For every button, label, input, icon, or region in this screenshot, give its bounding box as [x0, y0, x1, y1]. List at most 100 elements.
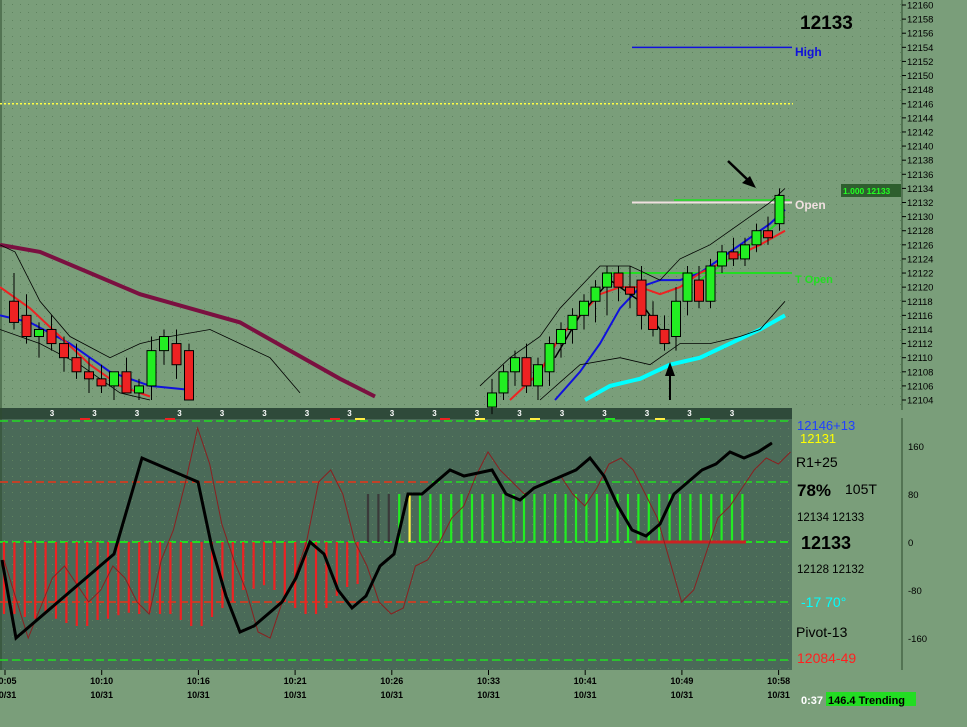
rp-pivot: Pivot-13 — [796, 624, 848, 640]
bar-count-label: 3 — [305, 409, 310, 418]
rp-big-price: 12133 — [801, 533, 851, 553]
candle-body — [487, 392, 497, 408]
price-axis-tick-label: 12112 — [907, 339, 933, 350]
candle-body — [9, 300, 19, 323]
candle-body — [498, 371, 509, 394]
high-label: High — [795, 45, 822, 59]
time-axis-date: 10/31 — [767, 690, 790, 700]
candle-body — [763, 230, 773, 239]
candle-body — [602, 272, 612, 288]
candle-body — [751, 230, 762, 246]
rp-pivot-price: 12084-49 — [797, 650, 856, 666]
price-axis-tick-label: 12106 — [907, 381, 933, 392]
rp-pair2: 12128 12132 — [797, 564, 864, 576]
candle-body — [590, 286, 601, 302]
price-axis-tick-label: 12128 — [907, 226, 933, 237]
price-axis-tick-label: 12150 — [907, 71, 933, 82]
candle-body — [21, 314, 32, 338]
rp-pct: 78% — [797, 481, 831, 500]
candle-body — [659, 328, 670, 345]
oscillator-axis-tick-label: -160 — [908, 634, 927, 645]
price-axis-tick-label: 12142 — [907, 127, 933, 138]
bar-label-strip — [0, 408, 792, 419]
candle-body — [544, 343, 555, 373]
rp-pair1: 12134 12133 — [797, 512, 864, 524]
candle-body — [648, 314, 658, 330]
bar-count-label: 3 — [517, 409, 522, 418]
price-axis-tick-label: 12126 — [907, 240, 933, 251]
candle-body — [46, 328, 57, 345]
price-axis-tick-label: 12136 — [907, 170, 933, 181]
time-axis-date: 10/31 — [90, 690, 113, 700]
candle-body — [728, 251, 739, 260]
time-axis-date: 10/31 — [381, 690, 404, 700]
status-timer: 0:37 — [801, 695, 823, 707]
last-price-header: 12133 — [800, 13, 853, 34]
candle-body — [705, 265, 716, 302]
price-axis-tick-label: 12114 — [907, 325, 933, 336]
price-axis-tick-label: 12116 — [907, 311, 933, 322]
candle-body — [134, 385, 144, 394]
time-axis-date: 10/31 — [671, 690, 694, 700]
candle-body — [694, 279, 704, 302]
bar-count-label: 3 — [645, 409, 650, 418]
time-axis-date: 10/31 — [187, 690, 210, 700]
moving-average-maroon — [0, 242, 376, 399]
candle-body — [521, 357, 532, 387]
candle-body — [184, 350, 194, 401]
price-axis-tick-label: 12124 — [907, 254, 933, 265]
price-axis-tick-label: 12156 — [907, 29, 933, 40]
oscillator-axis-tick-label: -80 — [908, 586, 922, 597]
candle-body — [171, 343, 182, 366]
time-axis-time: 10:41 — [574, 676, 597, 686]
bar-count-label: 3 — [390, 409, 395, 418]
time-axis-time: 10:10 — [90, 676, 113, 686]
time-axis-time: 10:21 — [284, 676, 307, 686]
time-axis-date: 10/31 — [574, 690, 597, 700]
candle-body — [625, 286, 635, 295]
price-axis-tick-label: 12138 — [907, 156, 933, 167]
price-axis-tick-label: 12118 — [907, 297, 933, 308]
rp-line1: 12146+13 — [797, 418, 855, 433]
status-state-bg — [826, 692, 916, 706]
price-axis-tick-label: 12144 — [907, 113, 933, 124]
candle-body — [682, 272, 693, 302]
bar-count-label: 3 — [262, 409, 267, 418]
price-axis-tick-label: 12152 — [907, 57, 933, 68]
price-axis-tick-label: 12130 — [907, 212, 933, 223]
bar-count-label: 3 — [687, 409, 692, 418]
candle-body — [159, 336, 169, 352]
band-lower-right — [539, 301, 786, 401]
price-pane-dotgrid — [0, 0, 902, 410]
time-axis-time: 10:33 — [477, 676, 500, 686]
bar-count-label: 3 — [475, 409, 480, 418]
time-axis-date: 10/31 — [477, 690, 500, 700]
oscillator-axis-tick-label: 0 — [908, 538, 913, 549]
time-axis-time: 10:26 — [380, 676, 403, 686]
candle-body — [121, 371, 132, 394]
bar-count-label: 3 — [50, 409, 55, 418]
price-axis-tick-label: 12160 — [907, 1, 933, 12]
down-arrow-icon — [727, 160, 756, 188]
candle-body — [34, 328, 44, 338]
open-label: Open — [795, 198, 826, 212]
candle-body — [740, 244, 750, 260]
candle-body — [84, 371, 94, 380]
oscillator-axis-tick-label: 80 — [908, 490, 919, 501]
bar-count-label: 3 — [602, 409, 607, 418]
bar-count-label: 3 — [347, 409, 352, 418]
price-axis-tick-label: 12108 — [907, 367, 933, 378]
bar-count-label: 3 — [220, 409, 225, 418]
rp-line2: 12131 — [800, 431, 836, 446]
price-axis-tick-label: 12110 — [907, 353, 933, 364]
oscillator-right-panel — [792, 418, 902, 670]
candle-body — [671, 300, 681, 338]
bar-count-label: 3 — [730, 409, 735, 418]
price-axis-tick-label: 12120 — [907, 283, 933, 294]
price-axis-tick-label: 12104 — [907, 396, 933, 407]
bar-count-label: 3 — [135, 409, 140, 418]
bar-count-label: 3 — [177, 409, 182, 418]
candle-body — [510, 357, 520, 373]
price-axis-tick-label: 12158 — [907, 15, 933, 26]
